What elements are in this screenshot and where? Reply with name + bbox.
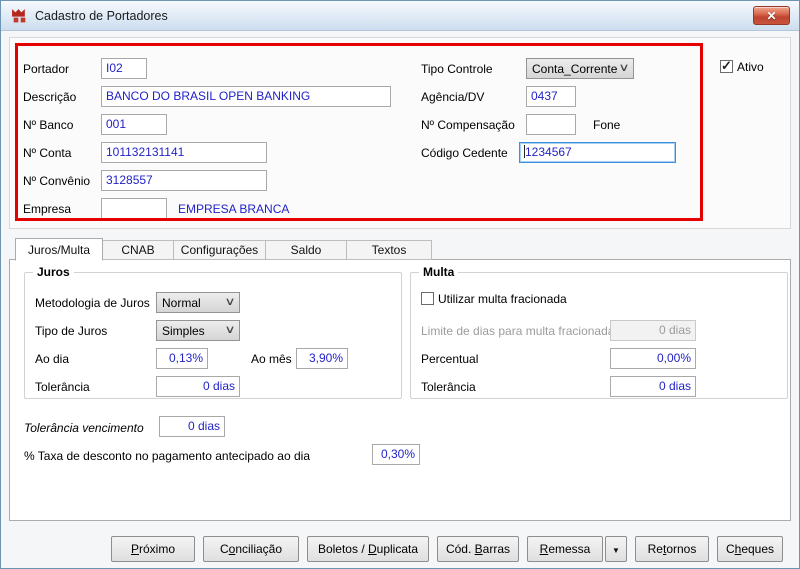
ao-dia-input[interactable]: 0,13% <box>156 348 208 369</box>
tipo-juros-value: Simples <box>162 323 205 338</box>
metodologia-label: Metodologia de Juros <box>35 296 150 310</box>
tipo-juros-select[interactable]: Simples <box>156 320 240 341</box>
ativo-checkbox[interactable]: Ativo <box>720 58 764 74</box>
n-compensacao-label: Nº Compensação <box>421 118 515 132</box>
multa-fracionada-label: Utilizar multa fracionada <box>438 292 567 306</box>
juros-tolerancia-label: Tolerância <box>35 380 90 394</box>
chevron-down-icon <box>224 325 235 336</box>
close-icon: ✕ <box>766 8 777 23</box>
retornos-button[interactable]: Retornos <box>635 535 709 562</box>
multa-groupbox: Multa Utilizar multa fracionada Limite d… <box>410 265 788 399</box>
checkbox-checked-icon <box>720 58 733 74</box>
tipo-controle-label: Tipo Controle <box>421 62 493 76</box>
n-conta-label: Nº Conta <box>23 146 72 160</box>
tolerancia-vencimento-input[interactable]: 0 dias <box>159 416 225 437</box>
client-area: Portador I02 Descrição BANCO DO BRASIL O… <box>1 31 799 568</box>
window-title: Cadastro de Portadores <box>35 8 168 23</box>
boletos-duplicata-button[interactable]: Boletos / Duplicata <box>307 535 429 562</box>
multa-group-title: Multa <box>419 265 459 279</box>
action-button-row: Próximo Conciliação Boletos / Duplicata … <box>111 535 783 562</box>
empresa-note: EMPRESA BRANCA <box>178 202 290 216</box>
metodologia-value: Normal <box>162 295 201 310</box>
juros-multa-tab-panel: Juros Metodologia de Juros Normal Tipo d… <box>9 259 791 521</box>
portador-input[interactable]: I02 <box>101 58 147 79</box>
agencia-dv-input[interactable]: 0437 <box>526 86 576 107</box>
percentual-input[interactable]: 0,00% <box>610 348 696 369</box>
taxa-desconto-label: % Taxa de desconto no pagamento antecipa… <box>24 449 310 463</box>
limite-dias-input: 0 dias <box>610 320 696 341</box>
taxa-desconto-input[interactable]: 0,30% <box>372 444 420 465</box>
cod-barras-button[interactable]: Cód. Barras <box>437 535 519 562</box>
chevron-down-icon <box>224 297 235 308</box>
descricao-input[interactable]: BANCO DO BRASIL OPEN BANKING <box>101 86 391 107</box>
n-compensacao-input[interactable] <box>526 114 576 135</box>
agencia-dv-label: Agência/DV <box>421 90 485 104</box>
juros-groupbox: Juros Metodologia de Juros Normal Tipo d… <box>24 265 402 399</box>
ativo-label: Ativo <box>737 60 764 74</box>
n-banco-input[interactable]: 001 <box>101 114 167 135</box>
tab-saldo[interactable]: Saldo <box>266 240 347 260</box>
app-icon <box>12 9 26 23</box>
ao-mes-input[interactable]: 3,90% <box>296 348 348 369</box>
portador-label: Portador <box>23 62 70 76</box>
codigo-cedente-input[interactable]: 1234567 <box>519 142 676 163</box>
remessa-dropdown-button[interactable] <box>605 535 627 562</box>
juros-group-title: Juros <box>33 265 74 279</box>
multa-fracionada-checkbox[interactable]: Utilizar multa fracionada <box>421 292 567 306</box>
n-convenio-input[interactable]: 3128557 <box>101 170 267 191</box>
tab-strip: Juros/Multa CNAB Configurações Saldo Tex… <box>15 237 432 261</box>
checkbox-unchecked-icon <box>421 292 434 305</box>
empresa-input[interactable] <box>101 198 167 219</box>
n-conta-input[interactable]: 101132131141 <box>101 142 267 163</box>
descricao-label: Descrição <box>23 90 77 104</box>
tab-cnab[interactable]: CNAB <box>103 240 174 260</box>
metodologia-select[interactable]: Normal <box>156 292 240 313</box>
remessa-button[interactable]: Remessa <box>527 535 603 562</box>
multa-tolerancia-input[interactable]: 0 dias <box>610 376 696 397</box>
ao-dia-label: Ao dia <box>35 352 70 366</box>
empresa-label: Empresa <box>23 202 72 216</box>
tab-configuracoes[interactable]: Configurações <box>174 240 266 260</box>
codigo-cedente-label: Código Cedente <box>421 146 508 160</box>
close-button[interactable]: ✕ <box>753 6 790 25</box>
juros-tolerancia-input[interactable]: 0 dias <box>156 376 240 397</box>
tipo-juros-label: Tipo de Juros <box>35 324 108 338</box>
percentual-label: Percentual <box>421 352 479 366</box>
dropdown-arrow-icon <box>612 546 620 555</box>
proximo-button[interactable]: Próximo <box>111 535 195 562</box>
n-banco-label: Nº Banco <box>23 118 74 132</box>
conciliacao-button[interactable]: Conciliação <box>203 535 299 562</box>
tab-juros-multa[interactable]: Juros/Multa <box>15 238 103 261</box>
cheques-button[interactable]: Cheques <box>717 535 783 562</box>
limite-dias-label: Limite de dias para multa fracionada <box>421 324 615 338</box>
chevron-down-icon <box>618 63 629 74</box>
fone-label: Fone <box>593 118 621 132</box>
tipo-controle-select[interactable]: Conta_Corrente <box>526 58 634 79</box>
tab-textos[interactable]: Textos <box>347 240 432 260</box>
n-convenio-label: Nº Convênio <box>23 174 91 188</box>
multa-tolerancia-label: Tolerância <box>421 380 476 394</box>
title-bar: Cadastro de Portadores ✕ <box>1 1 799 31</box>
tolerancia-vencimento-label: Tolerância vencimento <box>24 421 144 435</box>
tipo-controle-value: Conta_Corrente <box>532 61 618 76</box>
ao-mes-label: Ao mês <box>251 352 292 366</box>
